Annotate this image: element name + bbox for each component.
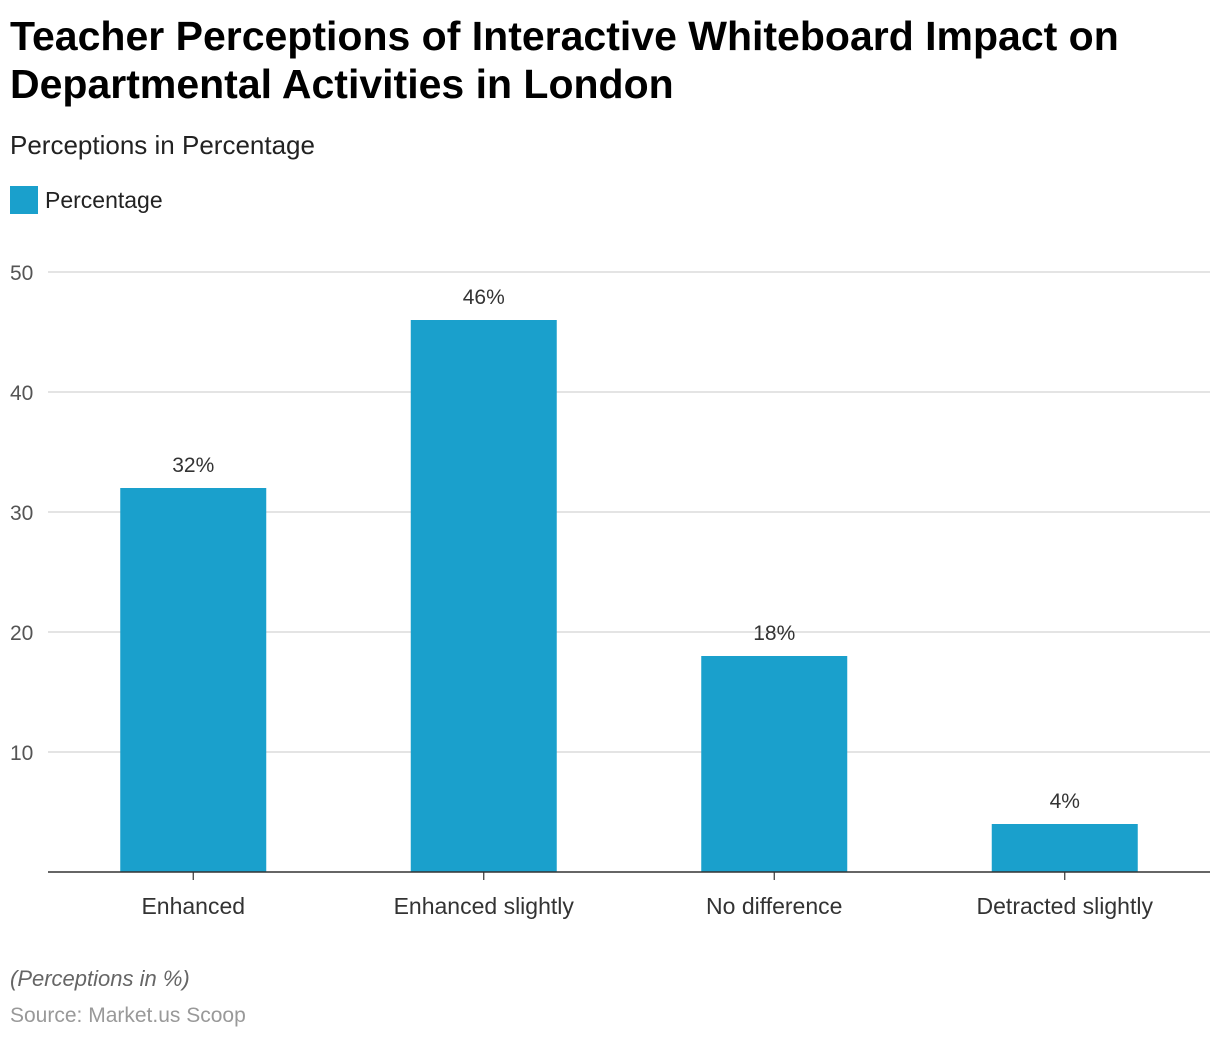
footnote: (Perceptions in %) bbox=[10, 966, 190, 991]
y-tick-label: 10 bbox=[10, 742, 33, 765]
source-note: Source: Market.us Scoop bbox=[10, 1004, 246, 1027]
legend-label: Percentage bbox=[45, 186, 163, 213]
chart-title: Teacher Perceptions of Interactive White… bbox=[10, 13, 1119, 107]
bar bbox=[991, 824, 1138, 872]
data-label: 46% bbox=[463, 286, 505, 309]
y-tick-label: 30 bbox=[10, 502, 33, 525]
chart-subtitle: Perceptions in Percentage bbox=[10, 130, 315, 160]
x-tick-label: Enhanced slightly bbox=[394, 893, 575, 919]
y-tick-label: 40 bbox=[10, 382, 33, 405]
x-tick-label: Enhanced bbox=[141, 893, 245, 919]
legend-swatch bbox=[10, 186, 38, 214]
data-label: 32% bbox=[172, 454, 214, 477]
data-label: 18% bbox=[753, 622, 795, 645]
data-label: 4% bbox=[1050, 790, 1080, 813]
bar bbox=[701, 656, 848, 872]
bar bbox=[120, 488, 267, 872]
x-tick-label: No difference bbox=[706, 893, 842, 919]
y-tick-label: 20 bbox=[10, 622, 33, 645]
x-tick-label: Detracted slightly bbox=[977, 893, 1154, 919]
bar bbox=[410, 320, 557, 872]
y-tick-label: 50 bbox=[10, 262, 33, 285]
legend: Percentage bbox=[10, 186, 163, 214]
